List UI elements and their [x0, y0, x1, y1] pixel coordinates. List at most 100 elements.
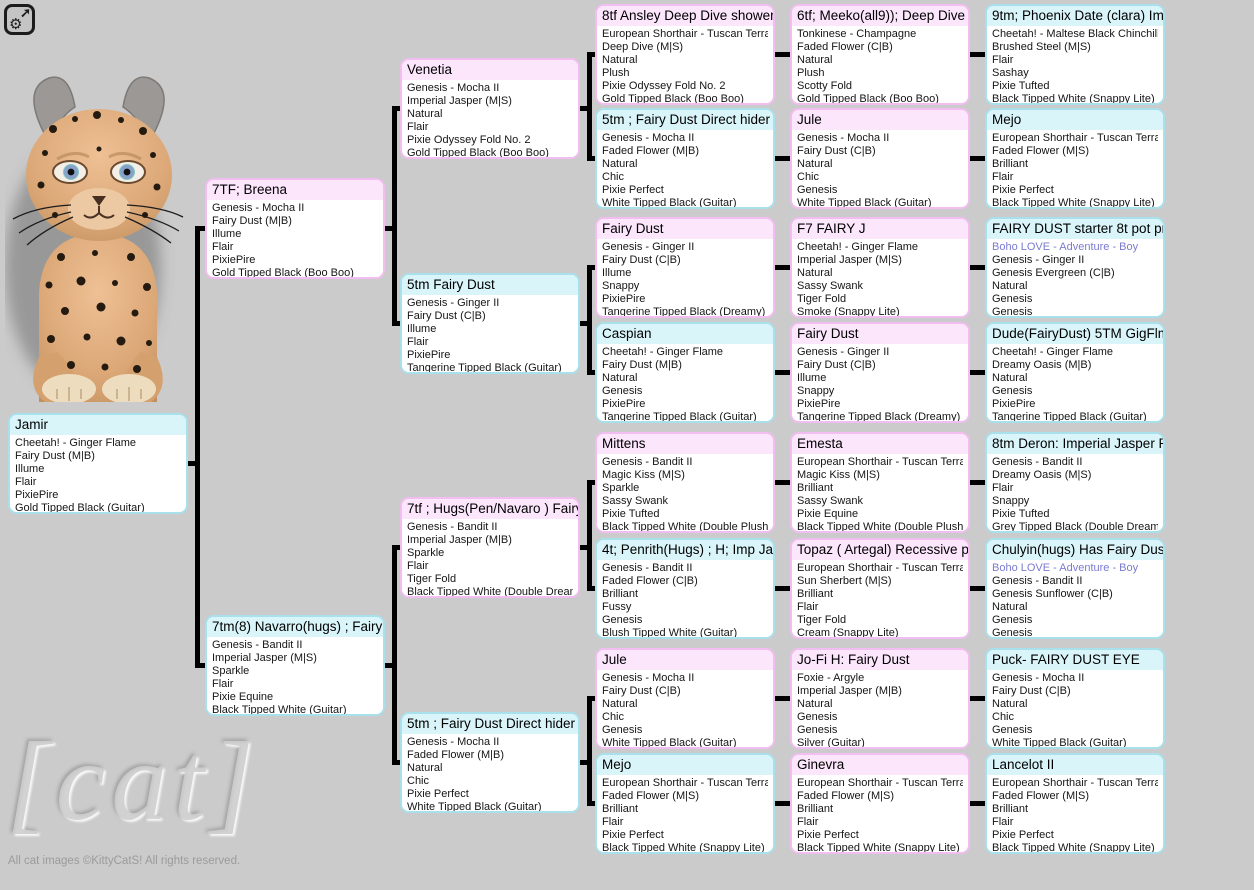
cat-card-title[interactable]: Fairy Dust: [597, 219, 773, 239]
cat-card-title[interactable]: Fairy Dust: [792, 324, 968, 344]
trait-line: Flair: [797, 601, 819, 613]
cat-card[interactable]: 6tf; Meeko(all9)); Deep Dive ProjTonkine…: [790, 4, 970, 105]
cat-card[interactable]: Fairy Dust Genesis - Ginger II Fairy Dust …: [595, 217, 775, 318]
cat-card-title[interactable]: 4t; Penrith(Hugs) ; H; Imp Jasper: [597, 540, 773, 560]
cat-card-title[interactable]: Ginevra: [792, 755, 968, 775]
cat-card-title[interactable]: 6tf; Meeko(all9)); Deep Dive Proj: [792, 6, 968, 26]
connector-line: [970, 265, 985, 270]
connector-line: [195, 226, 200, 668]
cat-card[interactable]: 5tm ; Fairy Dust Direct hider Genesis - M…: [595, 108, 775, 209]
cat-card-title[interactable]: 8tm Deron: Imperial Jasper Proj: [987, 434, 1163, 454]
cat-card-title[interactable]: F7 FAIRY J: [792, 219, 968, 239]
cat-card-title[interactable]: 5tm Fairy Dust: [402, 275, 578, 295]
trait-line: Fairy Dust (C|B): [602, 254, 681, 266]
trait-line: Faded Flower (M|B): [407, 749, 504, 761]
cat-card[interactable]: Caspian Cheetah! - Ginger Flame Fairy Dust…: [595, 322, 775, 423]
cat-card[interactable]: Mejo European Shorthair - Tuscan Terra Fad…: [595, 753, 775, 854]
cat-card[interactable]: Jule Genesis - Mocha II Fairy Dust (C|B) Na…: [595, 648, 775, 749]
cat-card[interactable]: Lancelot II European Shorthair - Tuscan T…: [985, 753, 1165, 854]
trait-line: Genesis - Mocha II: [407, 736, 500, 748]
cat-card[interactable]: FAIRY DUST starter 8t pot proveBoho LOVE…: [985, 217, 1165, 318]
cat-card-title[interactable]: Venetia: [402, 60, 578, 80]
cat-card[interactable]: Mejo European Shorthair - Tuscan Terra Fad…: [985, 108, 1165, 209]
cat-card-title[interactable]: Emesta: [792, 434, 968, 454]
cat-card[interactable]: 4t; Penrith(Hugs) ; H; Imp Jasper Genesis…: [595, 538, 775, 639]
trait-line: Genesis - Mocha II: [602, 132, 695, 144]
cat-card[interactable]: 8tf Ansley Deep Dive shower European Shor…: [595, 4, 775, 105]
cat-card-title[interactable]: Chulyin(hugs) Has Fairy Dust!!!!: [987, 540, 1163, 560]
trait-line: Natural: [602, 54, 638, 66]
cat-card-title[interactable]: Jule: [792, 110, 968, 130]
cat-card-title[interactable]: 7tm(8) Navarro(hugs) ; Fairy Dus: [207, 617, 383, 637]
cat-card-title[interactable]: 7tf ; Hugs(Pen/Navaro ) Fairy Du: [402, 499, 578, 519]
trait-line: Genesis - Mocha II: [212, 202, 305, 214]
cat-card-traits: Cheetah! - Ginger Flame Imperial Jasper (…: [792, 239, 968, 316]
trait-line: Genesis: [602, 614, 643, 626]
trait-line: Pixie Odyssey Fold No. 2: [602, 80, 726, 92]
trait-line: Flair: [212, 241, 234, 253]
cat-card[interactable]: Dude(FairyDust) 5TM GigFlm DrCheetah! - …: [985, 322, 1165, 423]
cat-card[interactable]: 7tm(8) Navarro(hugs) ; Fairy DusGenesis …: [205, 615, 385, 716]
trait-line: Fairy Dust (M|B): [15, 450, 95, 462]
cat-card-title[interactable]: 8tf Ansley Deep Dive shower: [597, 6, 773, 26]
connector-line: [397, 106, 400, 111]
cat-card-title[interactable]: 5tm ; Fairy Dust Direct hider: [402, 714, 578, 734]
cat-card[interactable]: 7TF; Breena Genesis - Mocha II Fairy Dust …: [205, 178, 385, 279]
cat-card-title[interactable]: 9tm; Phoenix Date (clara) Imperi: [987, 6, 1163, 26]
cat-card[interactable]: Emesta European Shorthair - Tuscan Terra M…: [790, 432, 970, 533]
cat-card-title[interactable]: Jule: [597, 650, 773, 670]
cat-card[interactable]: Jule Genesis - Mocha II Fairy Dust (C|B) Na…: [790, 108, 970, 209]
cat-card-title[interactable]: 7TF; Breena: [207, 180, 383, 200]
cat-card-title[interactable]: Mittens: [597, 434, 773, 454]
trait-line: Faded Flower (C|B): [797, 41, 893, 53]
cat-card-title[interactable]: Mejo: [597, 755, 773, 775]
trait-line: PixiePire: [15, 489, 59, 501]
cat-card[interactable]: Mittens Genesis - Bandit II Magic Kiss (M|…: [595, 432, 775, 533]
connector-line: [587, 696, 592, 806]
cat-card-title[interactable]: Topaz ( Artegal) Recessive proje: [792, 540, 968, 560]
cat-card[interactable]: Venetia Genesis - Mocha II Imperial Jasper…: [400, 58, 580, 159]
cat-card[interactable]: Ginevra European Shorthair - Tuscan Terra…: [790, 753, 970, 854]
trait-line: Tiger Fold: [407, 573, 457, 585]
cat-card-title[interactable]: Puck- FAIRY DUST EYE: [987, 650, 1163, 670]
cat-card-title[interactable]: Lancelot II: [987, 755, 1163, 775]
cat-card[interactable]: Jo-Fi H: Fairy Dust Foxie - Argyle Imperia…: [790, 648, 970, 749]
cat-card[interactable]: Topaz ( Artegal) Recessive projeEuropean…: [790, 538, 970, 639]
cat-card[interactable]: 9tm; Phoenix Date (clara) ImperiCheetah!…: [985, 4, 1165, 105]
cat-card-title[interactable]: Jo-Fi H: Fairy Dust: [792, 650, 968, 670]
trait-line: Faded Flower (C|B): [602, 575, 698, 587]
cat-card-title[interactable]: Dude(FairyDust) 5TM GigFlm Dr: [987, 324, 1163, 344]
cat-card-title[interactable]: Caspian: [597, 324, 773, 344]
settings-button[interactable]: ⚙ ➚: [4, 4, 35, 35]
cat-card-title[interactable]: Mejo: [987, 110, 1163, 130]
cat-card[interactable]: 8tm Deron: Imperial Jasper ProjGenesis -…: [985, 432, 1165, 533]
cat-card[interactable]: Chulyin(hugs) Has Fairy Dust!!!!Boho LOV…: [985, 538, 1165, 639]
connector-line: [397, 760, 400, 765]
cat-card-traits: Genesis - Bandit II Dreamy Oasis (M|S) Fla…: [987, 454, 1163, 531]
trait-line: Dreamy Oasis (M|B): [992, 359, 1092, 371]
trait-line: Genesis: [602, 385, 643, 397]
connector-line: [587, 52, 592, 161]
connector-line: [775, 801, 790, 806]
cat-card-traits: Genesis - Bandit II Imperial Jasper (M|S)…: [207, 637, 383, 714]
trait-line: PixiePire: [407, 349, 451, 361]
cat-card[interactable]: F7 FAIRY J Cheetah! - Ginger Flame Imperia…: [790, 217, 970, 318]
trait-line: Flair: [992, 171, 1014, 183]
cat-card-title[interactable]: Jamir: [10, 415, 186, 435]
trait-line: Chic: [992, 711, 1015, 723]
connector-line: [775, 52, 790, 57]
connector-line: [587, 265, 592, 375]
trait-line: Brilliant: [797, 803, 834, 815]
cat-card[interactable]: Puck- FAIRY DUST EYE Genesis - Mocha II Fa…: [985, 648, 1165, 749]
cat-card-title[interactable]: 5tm ; Fairy Dust Direct hider: [597, 110, 773, 130]
trait-line: Pixie Perfect: [797, 829, 859, 841]
trait-line: Plush: [797, 67, 825, 79]
connector-line: [592, 696, 595, 701]
cat-card[interactable]: 5tm Fairy Dust Genesis - Ginger II Fairy D…: [400, 273, 580, 374]
trait-line: Imperial Jasper (M|S): [407, 95, 512, 107]
cat-card[interactable]: Fairy Dust Genesis - Ginger II Fairy Dust …: [790, 322, 970, 423]
cat-card-title[interactable]: FAIRY DUST starter 8t pot prove: [987, 219, 1163, 239]
cat-card[interactable]: Jamir Cheetah! - Ginger Flame Fairy Dust (…: [8, 413, 188, 514]
cat-card[interactable]: 5tm ; Fairy Dust Direct hider Genesis - M…: [400, 712, 580, 813]
cat-card[interactable]: 7tf ; Hugs(Pen/Navaro ) Fairy DuGenesis …: [400, 497, 580, 598]
